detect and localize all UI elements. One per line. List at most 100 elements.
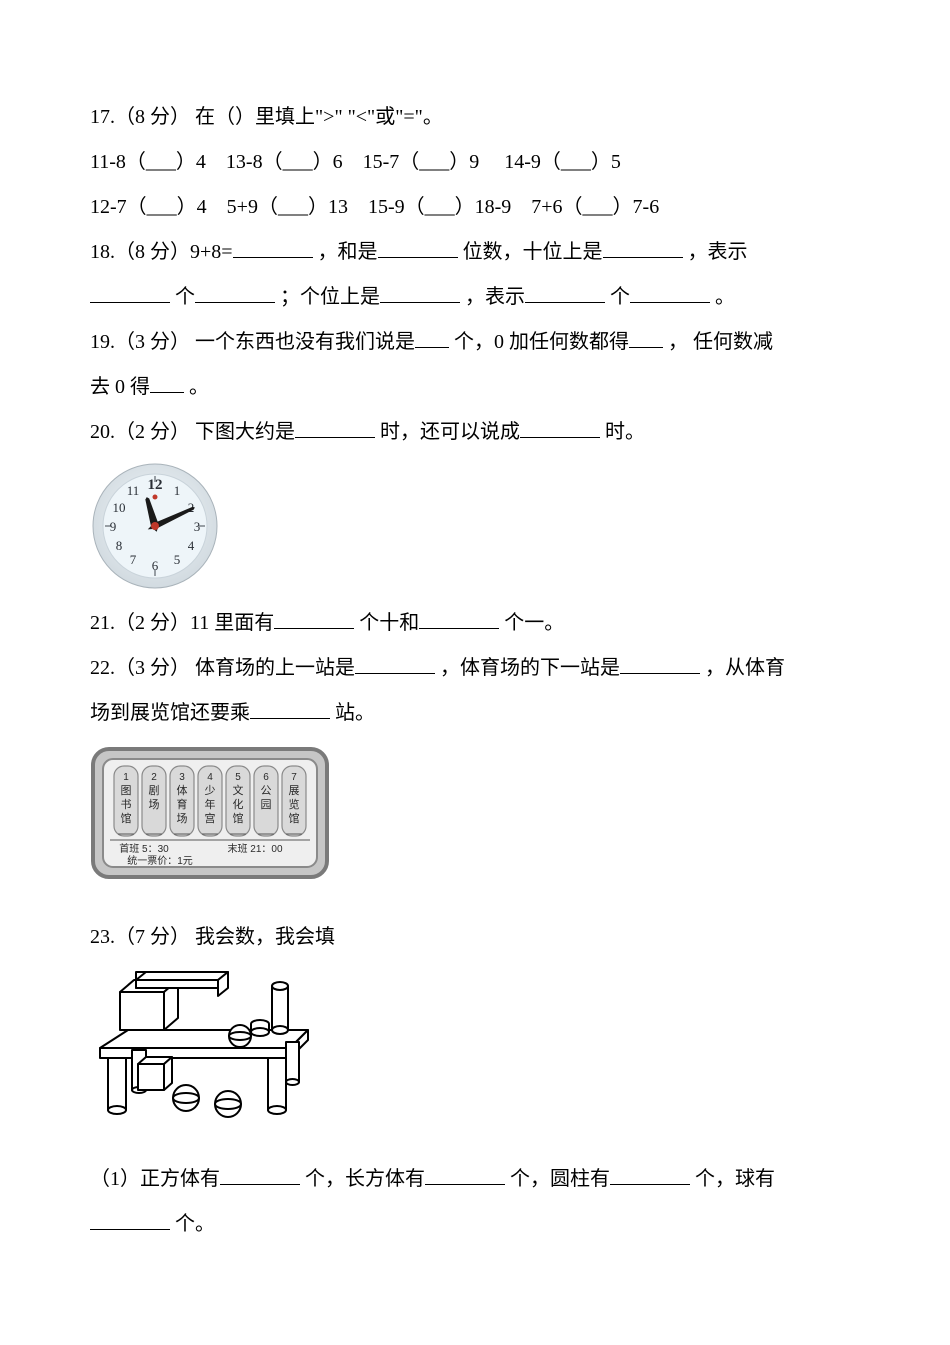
shapes-figure: [90, 968, 860, 1145]
svg-text:育: 育: [177, 797, 188, 811]
blank: [525, 282, 605, 303]
q19-line1: 19.（3 分） 一个东西也没有我们说是 个，0 加任何数都得 ， 任何数减: [90, 320, 860, 365]
q23-la: （1）正方体有: [90, 1168, 220, 1190]
svg-text:7: 7: [130, 552, 137, 567]
q17-r1-d: 14-9（___）5: [504, 151, 621, 173]
q17-r1-b: 13-8（___）6: [226, 151, 343, 173]
svg-text:6: 6: [263, 772, 269, 783]
q20-line: 20.（2 分） 下图大约是 时，还可以说成 时。: [90, 410, 860, 455]
q23-line2: 个。: [90, 1202, 860, 1247]
svg-text:剧: 剧: [149, 784, 160, 797]
q18-2e: 。: [715, 286, 735, 308]
blank: [629, 327, 663, 348]
svg-text:展: 展: [289, 784, 300, 797]
q17-title: 17.（8 分） 在（）里填上">" "<"或"="。: [90, 95, 860, 140]
svg-text:体: 体: [177, 783, 188, 797]
blank: [378, 237, 458, 258]
blank: [419, 608, 499, 629]
q18-line2: 个 ；个位上是 ，表示 个 。: [90, 275, 860, 320]
svg-text:场: 场: [177, 811, 188, 825]
q17-r1-c: 15-7（___）9: [363, 151, 480, 173]
svg-text:5: 5: [235, 772, 241, 783]
q17-row1: 11-8（___）4 13-8（___）6 15-7（___）9 14-9（__…: [90, 140, 860, 185]
blank: [233, 237, 313, 258]
svg-text:览: 览: [289, 797, 300, 811]
q21-line: 21.（2 分）11 里面有 个十和 个一。: [90, 601, 860, 646]
bus-sign-figure: 1图书馆2剧场3体育场4少年宫5文化馆6公园7展览馆 首班 5：30 末班 21…: [90, 746, 860, 901]
q22-c: ，从体育: [705, 657, 785, 679]
shapes-on-table-icon: [90, 968, 320, 1128]
blank: [195, 282, 275, 303]
q18-2c: ，表示: [465, 286, 525, 308]
q22-d: 场到展览馆还要乘: [90, 702, 250, 724]
q19-d: 去 0 得: [90, 376, 150, 398]
blank: [520, 417, 600, 438]
svg-text:图: 图: [121, 784, 132, 797]
svg-text:4: 4: [207, 772, 213, 783]
bus-first-label: 首班 5：30: [119, 842, 169, 855]
q17-r2-b: 5+9（___）13: [227, 196, 348, 218]
svg-text:1: 1: [123, 772, 129, 783]
svg-text:4: 4: [188, 538, 195, 553]
svg-text:文: 文: [233, 783, 244, 797]
q21-a: 21.（2 分）11 里面有: [90, 612, 274, 634]
clock-figure: 12 1 2 3 4 5 6 7 8 9 10 11: [90, 461, 860, 591]
q19-a: 19.（3 分） 一个东西也没有我们说是: [90, 331, 415, 353]
svg-text:年: 年: [205, 797, 216, 811]
svg-text:11: 11: [127, 483, 140, 498]
q20-b: 时，还可以说成: [380, 421, 520, 443]
svg-text:少: 少: [205, 784, 216, 797]
svg-text:9: 9: [110, 519, 117, 534]
q17-r2-a: 12-7（___）4: [90, 196, 207, 218]
blank: [90, 282, 170, 303]
svg-text:7: 7: [291, 772, 297, 783]
svg-text:馆: 馆: [289, 811, 300, 825]
worksheet-page: 17.（8 分） 在（）里填上">" "<"或"="。 11-8（___）4 1…: [0, 0, 950, 1307]
blank: [90, 1209, 170, 1230]
blank: [150, 372, 184, 393]
blank: [630, 282, 710, 303]
q18-2a: 个: [175, 286, 195, 308]
blank: [415, 327, 449, 348]
q19-c: ， 任何数减: [668, 331, 773, 353]
q18-1d: ，表示: [688, 241, 748, 263]
svg-text:馆: 馆: [233, 811, 244, 825]
bus-price-label: 统一票价：1元: [127, 854, 193, 867]
q23-title: 23.（7 分） 我会数，我会填: [90, 915, 860, 960]
q18-1a: 18.（8 分）9+8=: [90, 241, 233, 263]
clock-icon: 12 1 2 3 4 5 6 7 8 9 10 11: [90, 461, 220, 591]
q23-lc: 个，圆柱有: [510, 1168, 610, 1190]
blank: [620, 653, 700, 674]
svg-text:6: 6: [152, 558, 159, 573]
svg-text:1: 1: [174, 483, 181, 498]
svg-text:8: 8: [116, 538, 123, 553]
blank: [610, 1164, 690, 1185]
q22-line2: 场到展览馆还要乘 站。: [90, 691, 860, 736]
q17-row2: 12-7（___）4 5+9（___）13 15-9（___）18-9 7+6（…: [90, 185, 860, 230]
q19-b: 个，0 加任何数都得: [454, 331, 629, 353]
q22-e: 站。: [335, 702, 375, 724]
blank: [250, 698, 330, 719]
blank: [425, 1164, 505, 1185]
q18-2d: 个: [610, 286, 630, 308]
q18-2b: ；个位上是: [280, 286, 380, 308]
q23-lb: 个，长方体有: [305, 1168, 425, 1190]
svg-text:馆: 馆: [121, 811, 132, 825]
q18-1b: ，和是: [318, 241, 378, 263]
q22-line1: 22.（3 分） 体育场的上一站是 ，体育场的下一站是 ，从体育: [90, 646, 860, 691]
q17-r2-c: 15-9（___）18-9: [368, 196, 511, 218]
svg-text:书: 书: [121, 798, 132, 811]
bus-last-label: 末班 21：00: [227, 842, 282, 855]
q17-r1-a: 11-8（___）4: [90, 151, 206, 173]
svg-text:5: 5: [174, 552, 181, 567]
q22-a: 22.（3 分） 体育场的上一站是: [90, 657, 355, 679]
blank: [355, 653, 435, 674]
q18-1c: 位数，十位上是: [463, 241, 603, 263]
q23-ld: 个，球有: [695, 1168, 775, 1190]
q18-line1: 18.（8 分）9+8= ，和是 位数，十位上是 ，表示: [90, 230, 860, 275]
blank: [380, 282, 460, 303]
q20-a: 20.（2 分） 下图大约是: [90, 421, 295, 443]
svg-text:宫: 宫: [205, 811, 216, 825]
q21-c: 个一。: [504, 612, 564, 634]
blank: [220, 1164, 300, 1185]
